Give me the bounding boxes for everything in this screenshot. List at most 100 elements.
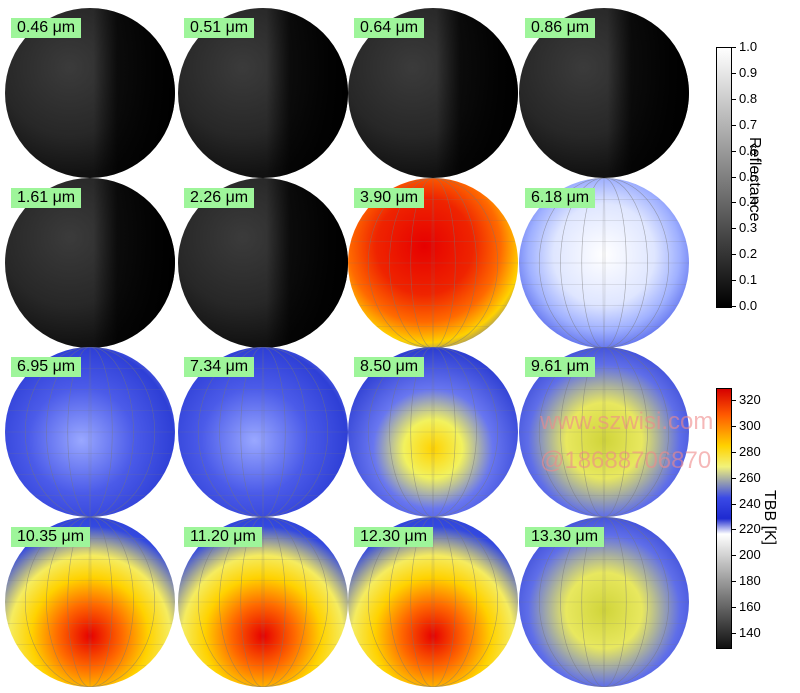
longitude-line: [538, 347, 670, 517]
band-wavelength-label: 8.50 μm: [354, 357, 425, 377]
reflectance-tick-mark: [731, 150, 736, 152]
longitude-line: [67, 517, 113, 687]
longitude-line: [24, 347, 156, 517]
satellite-panel: 0.64 μm: [348, 8, 518, 178]
longitude-line: [581, 178, 627, 348]
reflectance-axis-title: Reflectance: [746, 137, 763, 222]
longitude-line: [538, 517, 670, 687]
reflectance-tick-label: 0.2: [739, 246, 758, 262]
reflectance-tick-label: 0.7: [739, 116, 758, 132]
watermark-url: www.szwisi.com: [540, 408, 714, 435]
band-wavelength-label: 1.61 μm: [11, 188, 82, 208]
reflectance-tick-label: 0.9: [739, 64, 758, 80]
tbb-tick-mark: [731, 425, 736, 427]
longitude-line: [197, 347, 329, 517]
longitude-line: [581, 517, 627, 687]
tbb-tick-label: 140: [739, 625, 761, 640]
satellite-panel: 6.18 μm: [519, 178, 689, 348]
longitude-line: [240, 347, 286, 517]
longitude-line: [560, 517, 648, 687]
reflectance-tick-mark: [731, 202, 736, 204]
tbb-tick-label: 260: [739, 469, 761, 485]
reflectance-tick-mark: [731, 254, 736, 256]
tbb-tick-mark: [731, 607, 736, 609]
tbb-tick-mark: [731, 633, 736, 634]
longitude-line: [389, 178, 477, 348]
tbb-tick-label: 160: [739, 599, 761, 615]
band-wavelength-label: 0.86 μm: [525, 18, 596, 38]
lat-lon-grid: [348, 347, 518, 517]
band-wavelength-label: 3.90 μm: [354, 188, 425, 208]
longitude-line: [560, 347, 648, 517]
tbb-tick-mark: [731, 529, 736, 531]
longitude-line: [88, 347, 92, 517]
longitude-line: [24, 347, 156, 517]
longitude-line: [219, 347, 307, 517]
longitude-line: [240, 517, 286, 687]
lat-lon-grid: [519, 347, 689, 517]
band-wavelength-label: 6.95 μm: [11, 357, 82, 377]
tbb-axis-title: TBB [K]: [761, 490, 778, 546]
longitude-line: [389, 517, 477, 687]
longitude-line: [367, 178, 499, 348]
band-wavelength-label: 7.34 μm: [184, 357, 255, 377]
reflectance-tick-mark: [731, 72, 736, 74]
longitude-line: [538, 347, 670, 517]
satellite-panel: 8.50 μm: [348, 347, 518, 517]
longitude-line: [219, 517, 307, 687]
satellite-panel: 2.26 μm: [178, 178, 348, 348]
tbb-colorbar: [716, 388, 732, 649]
longitude-line: [88, 517, 92, 687]
reflectance-tick-label: 0.6: [739, 142, 758, 158]
longitude-line: [560, 178, 648, 348]
longitude-line: [219, 517, 307, 687]
band-wavelength-label: 9.61 μm: [525, 357, 596, 377]
lat-lon-grid: [178, 517, 348, 687]
lat-lon-grid: [348, 178, 518, 348]
longitude-line: [367, 517, 499, 687]
reflectance-tick-label: 1.0: [739, 39, 758, 54]
tbb-tick-label: 300: [739, 417, 761, 433]
tbb-tick-mark: [731, 451, 736, 453]
tbb-tick-mark: [731, 555, 736, 557]
satellite-panel: 12.30 μm: [348, 517, 518, 687]
longitude-line: [602, 347, 606, 517]
longitude-line: [197, 347, 329, 517]
longitude-line: [46, 517, 134, 687]
longitude-line: [581, 178, 627, 348]
longitude-line: [240, 517, 286, 687]
earth-disk-image: [519, 8, 689, 178]
longitude-line: [410, 517, 456, 687]
longitude-line: [46, 517, 134, 687]
longitude-line: [410, 178, 456, 348]
longitude-line: [410, 517, 456, 687]
reflectance-tick-mark: [731, 228, 736, 230]
longitude-line: [538, 178, 670, 348]
reflectance-tick-mark: [731, 176, 736, 178]
longitude-line: [389, 178, 477, 348]
longitude-line: [581, 347, 627, 517]
tbb-tick-label: 220: [739, 521, 761, 537]
tbb-tick-label: 280: [739, 443, 761, 459]
longitude-line: [197, 517, 329, 687]
longitude-line: [367, 178, 499, 348]
reflectance-tick-label: 0.8: [739, 90, 758, 106]
reflectance-colorbar: [716, 47, 732, 308]
reflectance-tick-label: 0.5: [739, 168, 758, 184]
lat-lon-grid: [519, 178, 689, 348]
longitude-line: [24, 517, 156, 687]
longitude-line: [560, 178, 648, 348]
longitude-line: [261, 517, 265, 687]
longitude-line: [431, 178, 435, 348]
satellite-panel: 0.46 μm: [5, 8, 175, 178]
longitude-line: [410, 178, 456, 348]
longitude-line: [431, 347, 435, 517]
reflectance-tick-label: 0.3: [739, 220, 758, 236]
reflectance-tick-label: 0.4: [739, 194, 758, 210]
band-wavelength-label: 0.64 μm: [354, 18, 425, 38]
satellite-panel: 9.61 μm: [519, 347, 689, 517]
tbb-tick-label: 200: [739, 547, 761, 563]
satellite-panel: 10.35 μm: [5, 517, 175, 687]
tbb-tick-mark: [731, 503, 736, 505]
band-wavelength-label: 0.46 μm: [11, 18, 82, 38]
